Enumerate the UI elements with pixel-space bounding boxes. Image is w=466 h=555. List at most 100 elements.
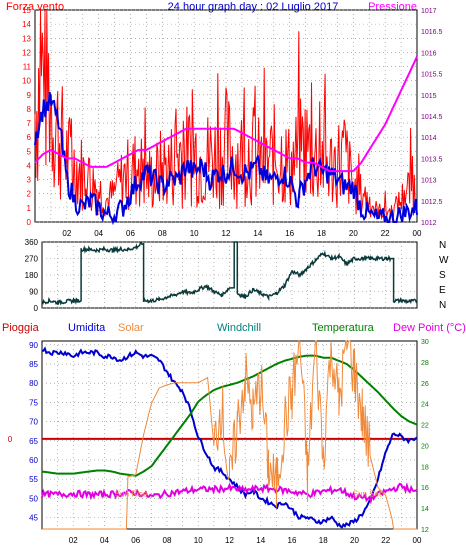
x-tick-label: 18	[319, 536, 328, 545]
panel3-series: Sun Rise Sun Set	[41, 339, 418, 530]
y-tick-label: 50	[29, 494, 38, 503]
panel1-x-tick-labels: 02 04 06 08 10 12 14 16 18 20 22 00	[62, 229, 422, 238]
x-tick-label: 12	[222, 229, 231, 238]
right-tick-label: 14	[421, 506, 429, 513]
series-umidita	[42, 346, 418, 529]
panel1-series	[34, 9, 418, 226]
right-tick-label: 1017	[421, 8, 437, 15]
legend-label: Windchill	[217, 322, 261, 334]
panel3-legend-row: Pioggia Umidita Solar Windchill Temperatura D…	[2, 322, 466, 334]
y-tick-label: 270	[25, 255, 39, 264]
x-tick-label: 12	[225, 536, 234, 545]
compass-letter: W	[439, 255, 449, 266]
pressure-label: Pressione	[368, 1, 417, 13]
right-tick-label: 16	[421, 485, 429, 492]
legend-label: Dew Point (°C)	[393, 322, 466, 334]
y-tick-label: 6	[27, 133, 32, 142]
y-tick-label: 3	[27, 176, 32, 185]
y-tick-label: 4	[27, 161, 32, 170]
right-tick-label: 1013.5	[421, 156, 443, 163]
x-tick-label: 02	[62, 229, 71, 238]
x-tick-label: 14	[256, 536, 265, 545]
y-tick-label: 15	[22, 6, 31, 15]
panel2-y-tick-labels: 0 90 180 270 360	[25, 238, 39, 313]
y-tick-label: 11	[23, 63, 32, 72]
right-tick-label: 30	[421, 339, 429, 346]
compass-letter: N	[439, 300, 446, 311]
x-tick-label: 00	[413, 229, 422, 238]
legend-label: Temperatura	[312, 322, 375, 334]
y-tick-label: 12	[22, 48, 31, 57]
right-tick-label: 12	[421, 527, 429, 534]
y-tick-label: 2	[27, 190, 32, 199]
x-tick-label: 08	[163, 536, 172, 545]
x-tick-label: 04	[94, 229, 103, 238]
right-tick-label: 1015	[421, 93, 437, 100]
y-tick-label: 55	[29, 475, 38, 484]
y-tick-label: 7	[27, 119, 32, 128]
x-tick-label: 20	[349, 229, 358, 238]
x-tick-label: 20	[350, 536, 359, 545]
y-tick-label: 8	[27, 105, 32, 114]
series-direzione	[41, 241, 418, 306]
panel1-right-tick-labels: 1012 1012.5 1013 1013.5 1014 1014.5 1015 1015.5…	[421, 8, 443, 227]
y-tick-label: 65	[29, 437, 38, 446]
y-tick-label: 180	[25, 271, 39, 280]
legend-label: Solar	[118, 322, 144, 334]
series-raffica	[34, 91, 418, 226]
x-tick-label: 16	[288, 536, 297, 545]
x-tick-label: 06	[131, 536, 140, 545]
x-tick-label: 08	[158, 229, 167, 238]
y-tick-label: 45	[29, 513, 38, 522]
legend-label: Umidita	[68, 322, 106, 334]
right-tick-label: 1012	[421, 220, 437, 227]
chart-title: 24 hour graph day : 02 Luglio 2017	[168, 1, 339, 13]
compass-letter: E	[439, 285, 446, 296]
panel3-x-tick-labels: 02 04 06 08 10 12 14 16 18 20 22 00	[69, 536, 422, 545]
y-tick-label: 5	[27, 147, 32, 156]
y-tick-label: 13	[22, 34, 31, 43]
y-tick-label: 90	[29, 288, 38, 297]
y-tick-label: 0	[27, 218, 32, 227]
x-tick-label: 18	[317, 229, 326, 238]
right-tick-label: 1013	[421, 178, 437, 185]
y-tick-label: 10	[22, 77, 31, 86]
panel2-series	[41, 241, 418, 306]
right-tick-label: 18	[421, 464, 429, 471]
right-tick-label: 1016.5	[421, 29, 443, 36]
right-tick-label: 1014	[421, 135, 437, 142]
legend-label: Pioggia	[2, 322, 40, 334]
compass-letter: S	[439, 270, 446, 281]
y-tick-label: 75	[29, 398, 38, 407]
series-dew-point	[41, 481, 418, 505]
series-solar	[42, 339, 417, 530]
x-tick-label: 22	[381, 536, 390, 545]
right-tick-label: 22	[421, 423, 429, 430]
right-tick-label: 1012.5	[421, 199, 443, 206]
humidity-temperature-panel: 45 50 55 60 65 70 75 80 85 90 0 12 14 16 18 20 22 24 26 28…	[8, 339, 429, 545]
compass-letter: N	[439, 240, 446, 251]
x-tick-label: 14	[253, 229, 262, 238]
y-tick-label: 9	[27, 91, 32, 100]
y-tick-label: 0	[34, 304, 39, 313]
panel3-y-tick-labels: 45 50 55 60 65 70 75 80 85 90 0	[8, 341, 39, 523]
right-tick-label: 1016	[421, 50, 437, 57]
y-tick-label: 70	[29, 418, 38, 427]
y-tick-label: 360	[25, 238, 39, 247]
y-tick-label: 80	[29, 379, 38, 388]
right-tick-label: 1014.5	[421, 114, 443, 121]
right-tick-label: 24	[421, 402, 429, 409]
x-tick-label: 22	[381, 229, 390, 238]
right-tick-label: 20	[421, 443, 429, 450]
x-tick-label: 10	[194, 536, 203, 545]
right-tick-label: 1015.5	[421, 72, 443, 79]
y-tick-label: 85	[29, 360, 38, 369]
y-tick-label: 14	[22, 20, 31, 29]
x-tick-label: 00	[413, 536, 422, 545]
